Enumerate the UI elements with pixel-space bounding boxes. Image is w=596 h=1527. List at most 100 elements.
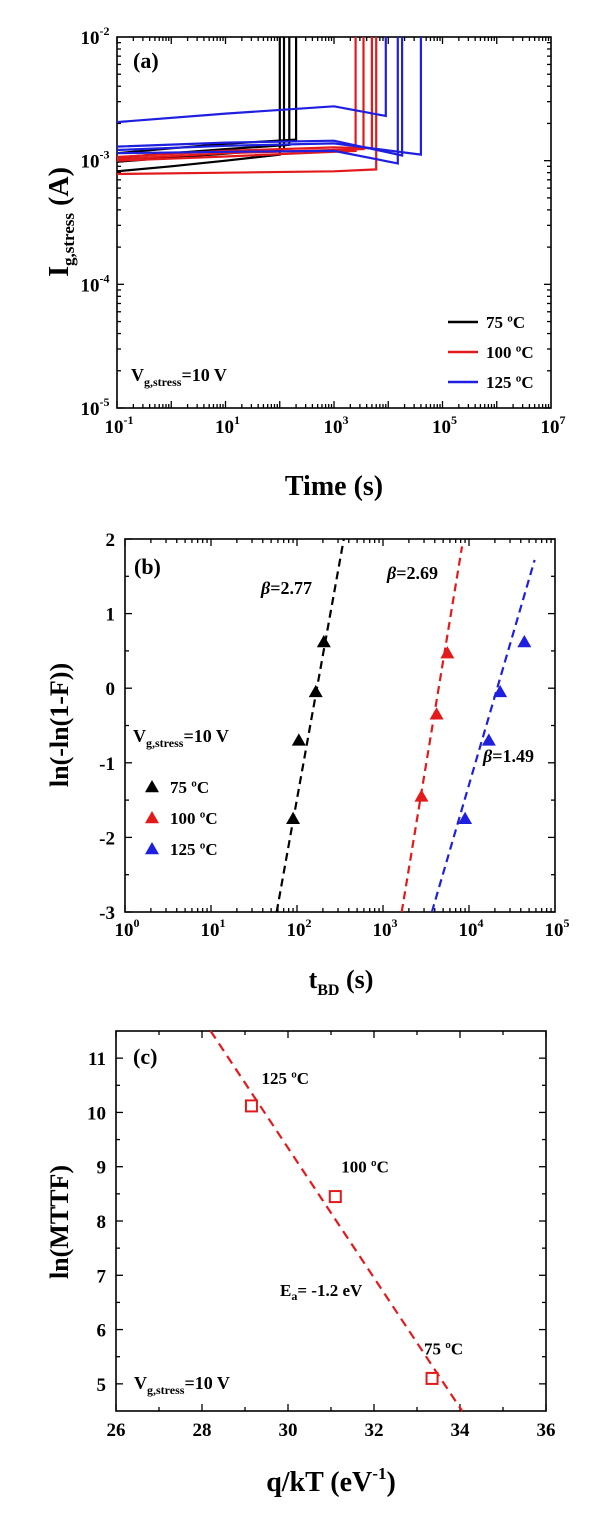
y-tick-label: -1 (99, 754, 115, 775)
y-tick-label: 8 (97, 1212, 107, 1233)
y-tick-label: 6 (97, 1321, 107, 1342)
x-tick-label: 104 (459, 916, 484, 941)
x-tick-label: 28 (193, 1420, 212, 1441)
y-tick-label: 11 (88, 1049, 106, 1070)
current-trace-125 ºC (116, 37, 422, 156)
arrhenius-fit-line (209, 1030, 464, 1412)
data-point-75 ºC (286, 811, 301, 824)
data-point-100 ºC (440, 646, 455, 659)
y-tick-label: 10-2 (81, 24, 110, 49)
x-tick-label: 103 (324, 413, 349, 438)
panel-c-annotation: Vg,stress=10 V (134, 1373, 230, 1397)
data-point-125 ºC (517, 634, 532, 648)
panel-c-activation-energy-label: Ea= -1.2 eV (280, 1281, 363, 1303)
panel-b-legend: 75 ºC 100 ºC 125 ºC (145, 778, 218, 859)
x-tick-label: 105 (545, 916, 570, 941)
data-point-75 ºC (316, 634, 331, 648)
panel-c-plot-frame (115, 1030, 547, 1412)
panel-a-y-axis-label: Ig,stress (A) (44, 167, 78, 277)
current-trace-100 ºC (116, 37, 378, 176)
data-point-125 ºC (493, 684, 508, 698)
data-point (425, 1371, 439, 1385)
current-trace-75 ºC (116, 37, 281, 173)
legend-marker (145, 811, 159, 824)
legend-label: 75 ºC (170, 778, 209, 797)
x-tick-label: 32 (365, 1420, 384, 1441)
panel-c-label: (c) (133, 1044, 157, 1069)
beta-label-125 ºC: β=1.49 (482, 746, 534, 766)
data-point-125 ºC (458, 811, 473, 824)
panel-a-legend: 75 ºC 100 ºC 125 ºC (448, 313, 534, 392)
panel-b-data (275, 538, 536, 913)
legend-label: 75 ºC (486, 313, 525, 332)
panel-c-x-axis-label: q/kT (eV-1) (266, 1464, 396, 1498)
panel-b-y-axis-label: ln(-ln(1-F)) (45, 663, 74, 787)
panel-b: 100 101 102 103 104 105 -3 -2 -1 0 1 2 (b) Vg,stres… (45, 530, 570, 999)
panel-a-annotation: Vg,stress=10 V (131, 365, 227, 389)
legend-marker (145, 780, 159, 793)
point-label: 75 ºC (424, 1339, 463, 1358)
legend-label: 100 ºC (170, 809, 218, 828)
x-tick-label: 100 (115, 916, 140, 941)
panel-b-annotation: Vg,stress=10 V (133, 726, 229, 750)
panel-a-x-axis-label: Time (s) (285, 471, 383, 502)
x-tick-label: 36 (537, 1420, 556, 1441)
weibull-fit-line-75 ºC (275, 538, 345, 913)
x-tick-label: 105 (432, 413, 457, 438)
x-tick-label: 107 (541, 413, 566, 438)
legend-label: 125 ºC (170, 840, 218, 859)
y-tick-label: 9 (97, 1158, 107, 1179)
y-tick-label: 5 (97, 1375, 107, 1396)
panel-a-data (116, 37, 422, 176)
current-trace-125 ºC (116, 37, 387, 124)
y-tick-label: 0 (106, 679, 116, 700)
x-tick-label: 30 (279, 1420, 298, 1441)
panel-c-ticks: 26 28 30 32 34 36 5 6 7 8 9 10 11 (87, 1031, 556, 1441)
y-tick-label: 10-3 (81, 148, 110, 173)
x-tick-label: 101 (215, 413, 240, 438)
weibull-fit-line-125 ºC (430, 559, 536, 913)
legend-marker (145, 842, 159, 855)
beta-label-75 ºC: β=2.77 (260, 578, 312, 598)
data-point (328, 1190, 342, 1204)
panel-b-label: (b) (134, 554, 161, 579)
x-tick-label: 101 (201, 916, 226, 941)
y-tick-label: 1 (106, 605, 116, 626)
y-tick-label: -3 (99, 903, 115, 924)
panel-a-label: (a) (133, 48, 159, 73)
current-trace-125 ºC (116, 37, 399, 165)
beta-label-100 ºC: β=2.69 (386, 563, 438, 583)
current-trace-75 ºC (116, 37, 298, 155)
y-tick-label: 10-5 (81, 395, 110, 420)
x-tick-label: 10-1 (105, 413, 134, 438)
y-tick-label: 2 (106, 530, 116, 551)
panel-c-data: 125 ºC 100 ºC 75 ºC (209, 1030, 464, 1412)
y-tick-label: 7 (97, 1266, 107, 1287)
data-point-75 ºC (291, 733, 306, 746)
point-label: 100 ºC (341, 1158, 389, 1177)
y-tick-label: 10-4 (81, 271, 110, 296)
x-tick-label: 34 (451, 1420, 471, 1441)
x-tick-label: 26 (107, 1420, 126, 1441)
legend-label: 100 ºC (486, 343, 534, 362)
weibull-fit-line-100 ºC (400, 546, 464, 913)
panel-b-x-axis-label: tBD (s) (309, 965, 374, 999)
panel-c-y-axis-label: ln(MTTF) (45, 1165, 74, 1279)
data-point-100 ºC (429, 707, 444, 720)
data-point (244, 1099, 258, 1113)
data-point-125 ºC (481, 733, 496, 746)
panel-b-beta-labels: β=2.77 β=2.69 β=1.49 (260, 563, 534, 766)
panel-b-ticks: 100 101 102 103 104 105 -3 -2 -1 0 1 2 (99, 530, 569, 941)
y-tick-label: 10 (87, 1103, 106, 1124)
panel-a-ticks: 10-1 101 103 105 107 10-5 10-4 10-3 10-2 (81, 24, 566, 438)
data-point-75 ºC (308, 684, 323, 698)
y-tick-label: -2 (99, 828, 115, 849)
current-trace-125 ºC (116, 37, 404, 157)
x-tick-label: 103 (373, 916, 398, 941)
point-label: 125 ºC (261, 1069, 309, 1088)
legend-label: 125 ºC (486, 373, 534, 392)
data-point-100 ºC (414, 789, 429, 802)
x-tick-label: 102 (287, 916, 312, 941)
